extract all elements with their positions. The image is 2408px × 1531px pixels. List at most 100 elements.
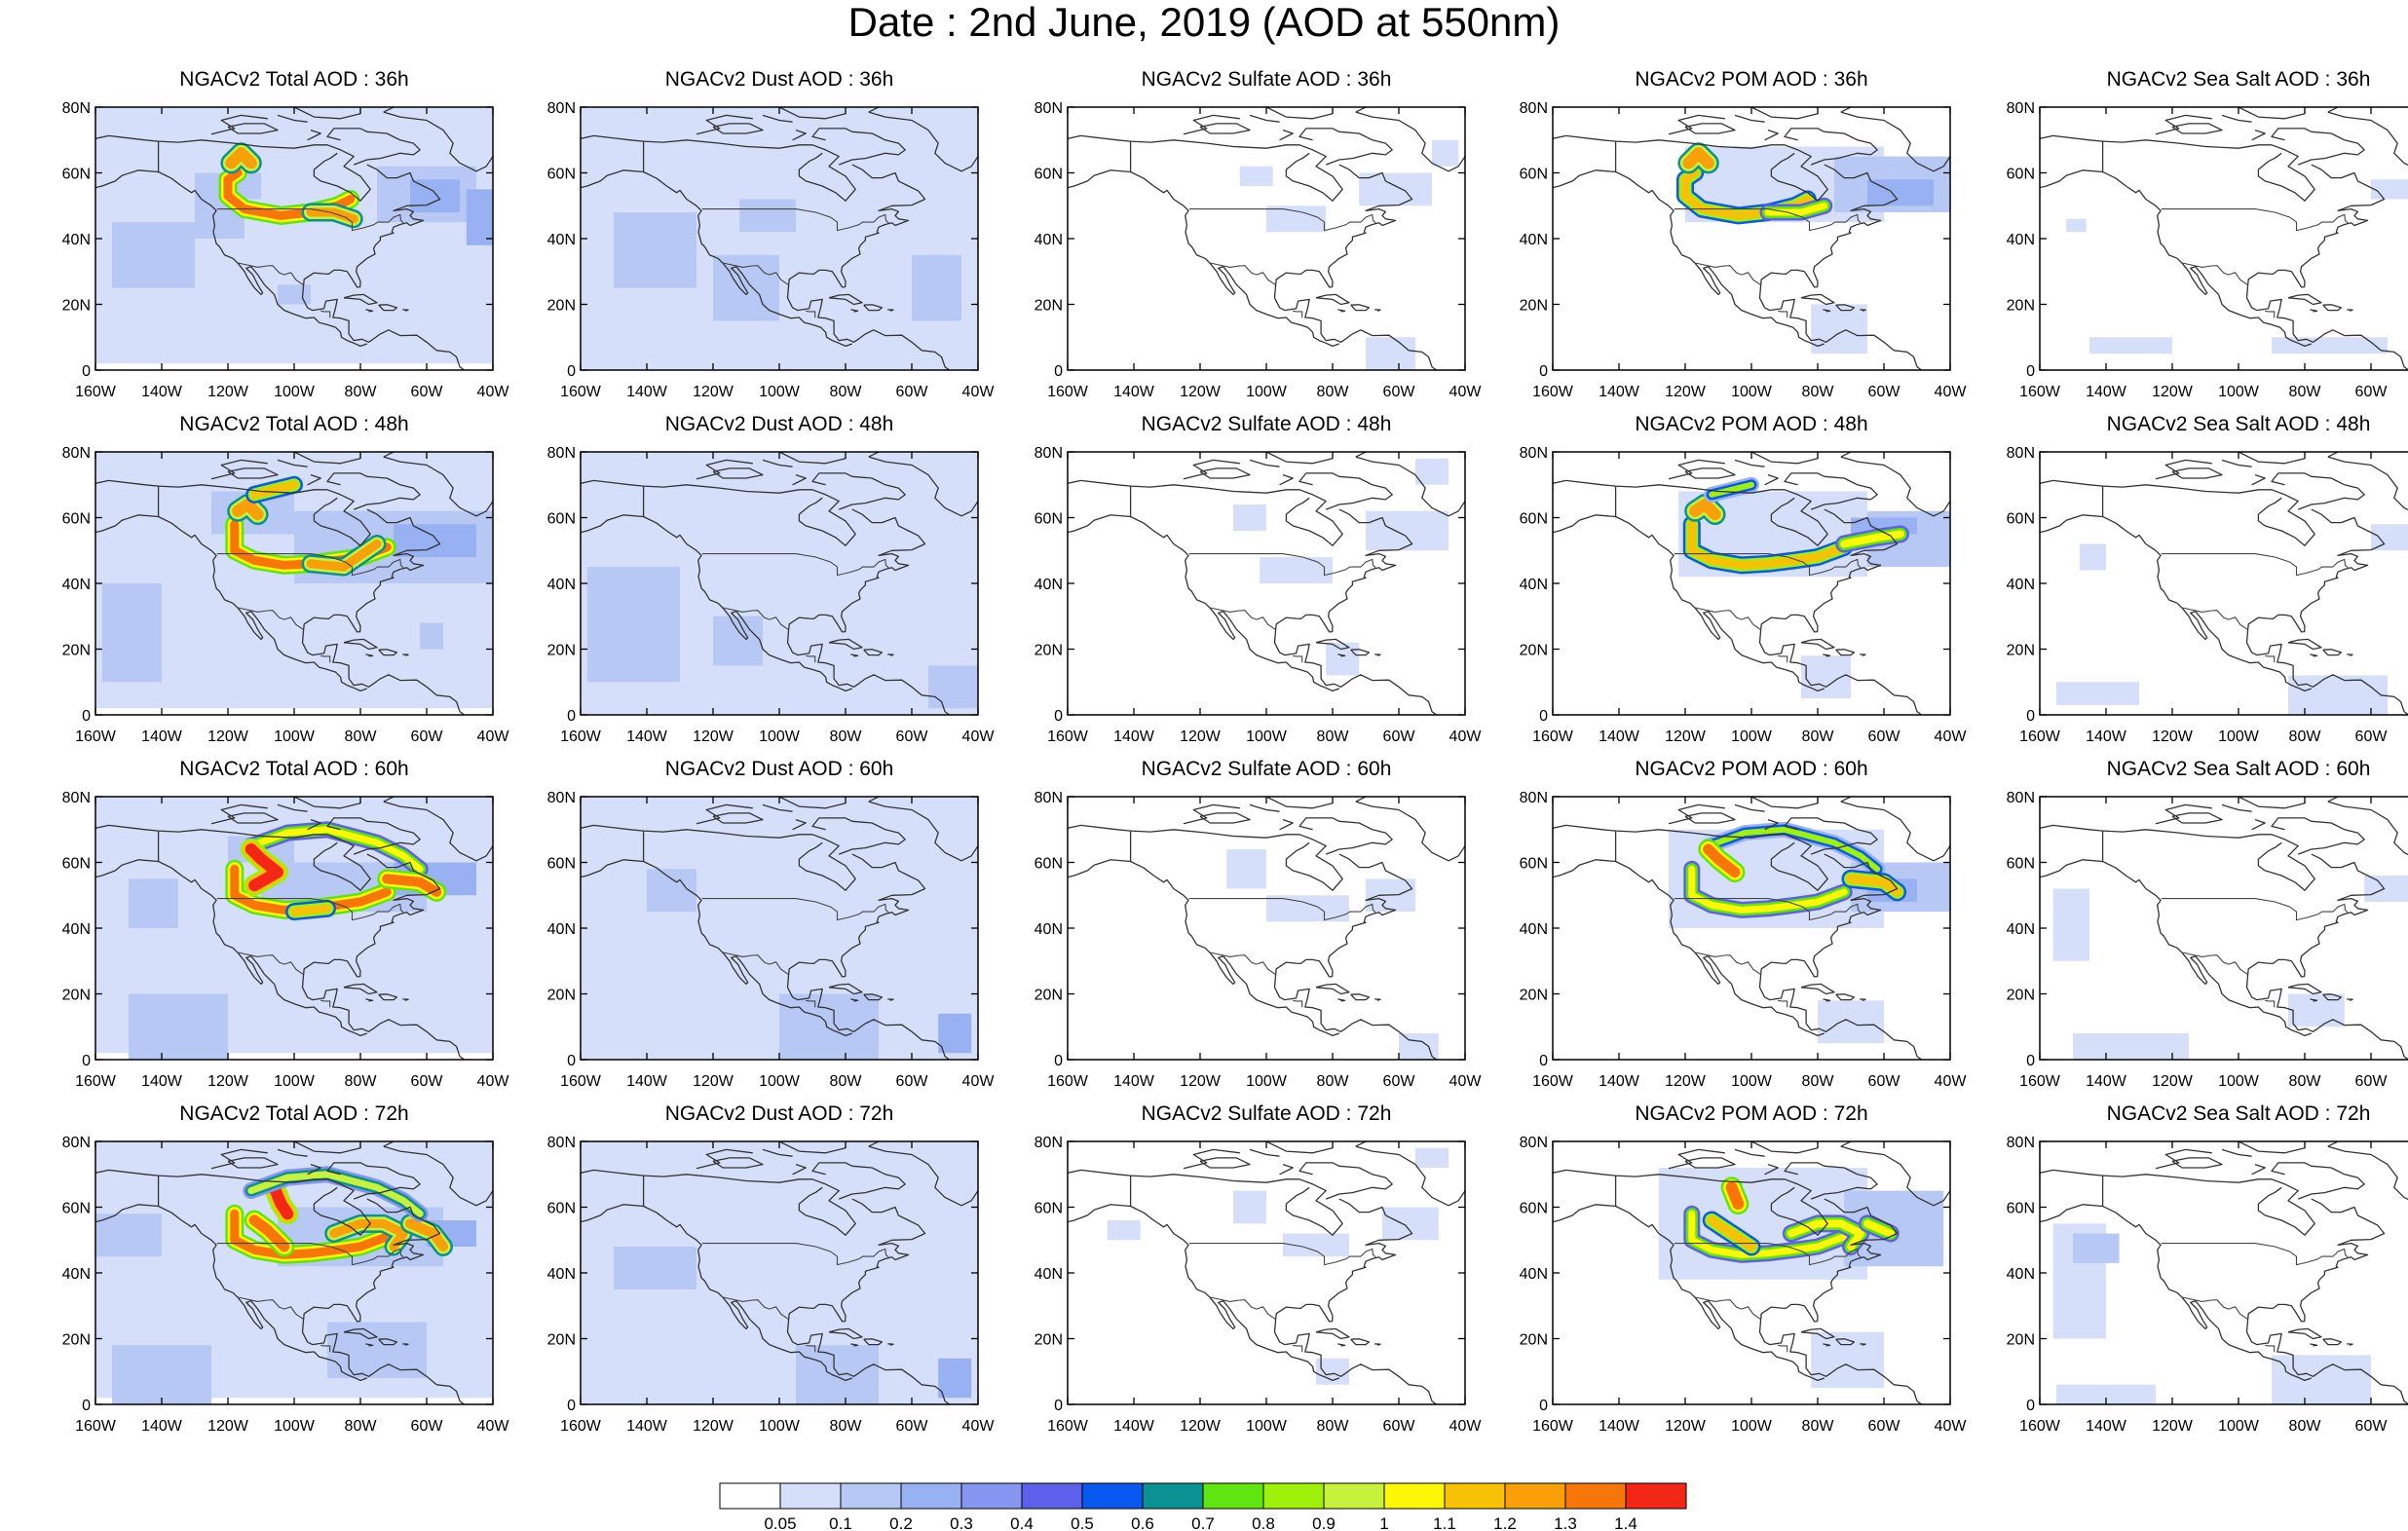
aod-field <box>95 1214 162 1257</box>
aod-plume <box>1689 499 1721 521</box>
coastline <box>1734 114 1765 123</box>
aod-field <box>928 665 978 709</box>
coastline <box>1130 1205 1340 1382</box>
coastline <box>227 123 279 134</box>
lon-tick-label: 100W <box>274 1418 316 1435</box>
coastline <box>1265 797 1334 809</box>
panel-title: NGACv2 Sulfate AOD : 48h <box>1141 413 1392 435</box>
coastline <box>2347 309 2353 312</box>
coastline <box>2271 1162 2365 1200</box>
coastline <box>2040 1176 2104 1223</box>
coastline <box>383 111 493 172</box>
border-line <box>1210 1296 1276 1321</box>
coastline <box>643 860 853 1037</box>
coastline <box>378 649 398 656</box>
coastline <box>1615 860 1825 1037</box>
lat-tick-label: 60N <box>2007 1201 2035 1217</box>
coastline <box>95 831 160 878</box>
coastline <box>1068 824 1343 891</box>
coastline <box>2327 456 2408 511</box>
coastline <box>786 1198 951 1404</box>
coastline <box>1840 1141 1856 1147</box>
lon-tick-label: 40W <box>1935 1073 1968 1090</box>
coastline <box>365 309 374 313</box>
coastline <box>2322 304 2343 312</box>
aod-field <box>112 1345 211 1404</box>
lat-tick-label: 60N <box>1520 167 1548 183</box>
lon-tick-label: 60W <box>1383 1073 1416 1090</box>
coastline <box>1355 1145 1465 1207</box>
colorbar-label: 1.1 <box>1433 1514 1456 1531</box>
map-panel-pom-60h: NGACv2 POM AOD : 60h 0 20N 40N 60N 80N 160W 140… <box>1506 758 1974 1099</box>
coastline <box>2238 452 2306 465</box>
aod-field <box>1283 1233 1349 1257</box>
coastline <box>210 803 268 825</box>
coastline <box>1315 293 1350 306</box>
lon-tick-label: 60W <box>896 384 929 400</box>
lat-tick-label: 40N <box>547 577 576 593</box>
lon-tick-label: 120W <box>693 384 734 400</box>
lon-tick-label: 120W <box>693 728 734 745</box>
colorbar-label: 0.8 <box>1252 1514 1275 1531</box>
colorbar-swatch <box>719 1482 781 1510</box>
lat-tick-label: 60N <box>2007 511 2035 528</box>
coastline <box>863 304 884 312</box>
lon-tick-label: 120W <box>1180 728 1222 745</box>
border-line <box>320 310 331 318</box>
lat-tick-label: 60N <box>62 1201 91 1217</box>
coastline <box>696 803 753 825</box>
aod-field <box>779 993 879 1060</box>
aod-field <box>2364 876 2408 902</box>
lat-tick-label: 0 <box>1539 363 1548 380</box>
lat-tick-label: 0 <box>82 363 91 380</box>
coastline <box>2271 817 2365 855</box>
coastline <box>1840 452 1856 458</box>
coastline <box>1784 472 1878 510</box>
coastline <box>1684 1157 1736 1169</box>
aod-plume <box>247 826 424 873</box>
coastline <box>383 801 493 862</box>
border-line <box>2182 1296 2248 1321</box>
aod-field <box>938 1013 972 1054</box>
lon-tick-label: 140W <box>626 384 668 400</box>
panel-title: NGACv2 Total AOD : 60h <box>179 758 409 780</box>
lon-tick-label: 160W <box>1532 384 1574 400</box>
border-line <box>320 999 331 1008</box>
lon-tick-label: 100W <box>1731 728 1773 745</box>
coastline <box>712 123 764 134</box>
map-panel-sulfate-48h: NGACv2 Sulfate AOD : 48h 0 20N 40N 60N 80N 160… <box>1021 413 1488 754</box>
coastline <box>2171 467 2223 479</box>
coastline <box>850 309 859 313</box>
border-line <box>216 1243 404 1266</box>
colorbar-label: 1.3 <box>1554 1514 1577 1531</box>
panel-title: NGACv2 Total AOD : 36h <box>179 68 409 91</box>
coastline <box>1355 452 1371 458</box>
coastline <box>95 134 371 202</box>
coastline <box>778 1141 847 1154</box>
aod-field <box>410 179 460 212</box>
lat-tick-label: 20N <box>547 988 576 1004</box>
lon-tick-label: 140W <box>141 1418 183 1435</box>
border-line <box>1210 262 1276 286</box>
coastline <box>343 1327 378 1340</box>
coastline <box>2251 818 2266 831</box>
map-panel-total-60h: NGACv2 Total AOD : 60h 0 20N 40N 60N 80N 160W 1… <box>49 758 516 1099</box>
lon-tick-label: 60W <box>1868 1073 1901 1090</box>
coastline <box>811 1162 906 1200</box>
coastline <box>2102 1205 2313 1382</box>
lon-tick-label: 100W <box>274 1073 316 1090</box>
coastline <box>383 1141 398 1147</box>
coastline <box>365 653 374 657</box>
lat-tick-label: 20N <box>62 643 91 659</box>
coastline <box>2327 797 2343 803</box>
coastline <box>2040 479 2315 546</box>
lon-tick-label: 160W <box>560 728 602 745</box>
aod-plume <box>225 147 257 169</box>
aod-map: 0 20N 40N 60N 80N 160W 140W 120W 100W 80W 60W 40W <box>1035 790 1483 1090</box>
coastline <box>1350 304 1371 312</box>
aod-field <box>614 1247 696 1289</box>
aod-field <box>2073 1233 2120 1263</box>
coastline <box>2155 803 2212 825</box>
lon-tick-label: 100W <box>1731 384 1773 400</box>
aod-field <box>278 284 311 305</box>
